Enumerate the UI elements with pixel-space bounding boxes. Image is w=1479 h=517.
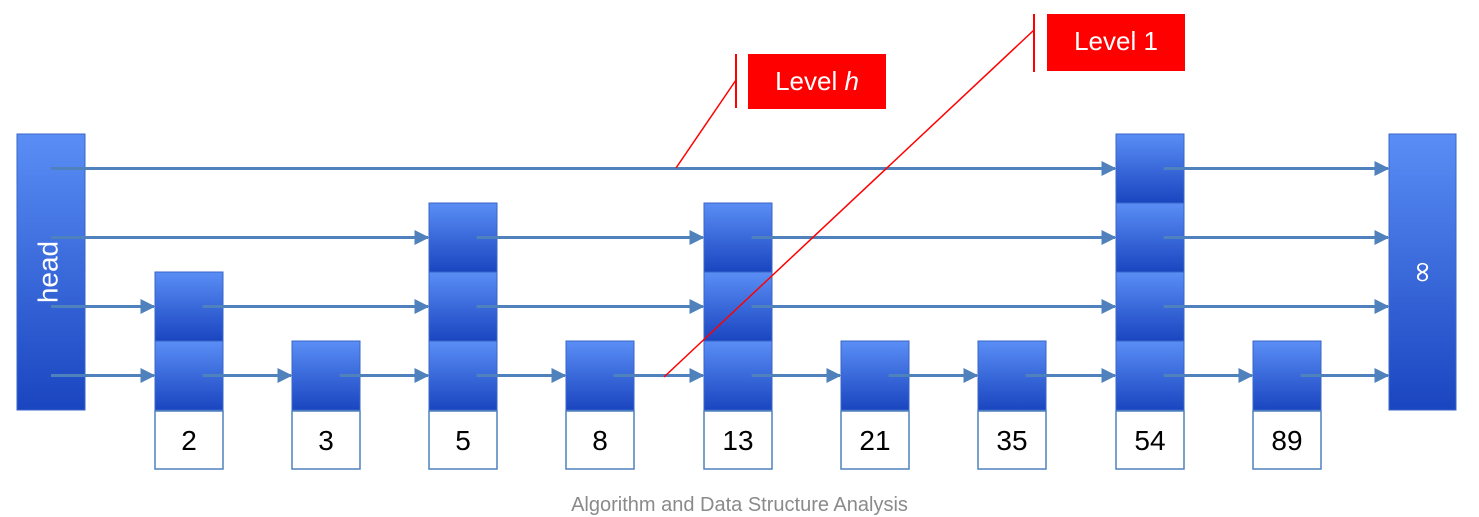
footer-caption: Algorithm and Data Structure Analysis xyxy=(571,494,908,516)
key-label-21: 21 xyxy=(859,425,890,456)
key-label-54: 54 xyxy=(1134,425,1165,456)
key-box-13 xyxy=(703,410,773,470)
level-h-variable: h xyxy=(844,66,858,96)
level-h-pointer-line xyxy=(675,79,737,169)
level-1-label: Level 1 xyxy=(1074,26,1158,56)
head-node xyxy=(16,133,86,411)
key-label-89: 89 xyxy=(1271,425,1302,456)
key-label-8: 8 xyxy=(592,425,608,456)
key-box-3 xyxy=(291,410,361,470)
head-label: head xyxy=(32,241,63,303)
level-h-tag xyxy=(748,54,886,109)
key-box-8 xyxy=(565,410,635,470)
key-box-89 xyxy=(1252,410,1322,470)
label-layer: head ∞ 2 3 5 8 13 21 35 54 89 xyxy=(32,241,1439,456)
key-box-2 xyxy=(154,410,224,470)
tail-node xyxy=(1388,133,1457,411)
level-1-tag xyxy=(1047,14,1185,71)
key-label-3: 3 xyxy=(318,425,334,456)
key-label-13: 13 xyxy=(722,425,753,456)
key-label-5: 5 xyxy=(455,425,471,456)
level-annotations: Level h Level 1 xyxy=(663,14,1185,378)
level-h-label: Level h xyxy=(775,66,859,96)
level-h-prefix: Level xyxy=(775,66,844,96)
level-1-pointer-line xyxy=(663,29,1035,378)
key-label-35: 35 xyxy=(996,425,1027,456)
key-box-5 xyxy=(428,410,498,470)
key-box-54 xyxy=(1115,410,1185,470)
key-box-21 xyxy=(840,410,910,470)
key-box-35 xyxy=(977,410,1047,470)
key-label-2: 2 xyxy=(181,425,197,456)
node-layer xyxy=(16,133,1457,470)
infinity-label: ∞ xyxy=(1405,260,1440,285)
